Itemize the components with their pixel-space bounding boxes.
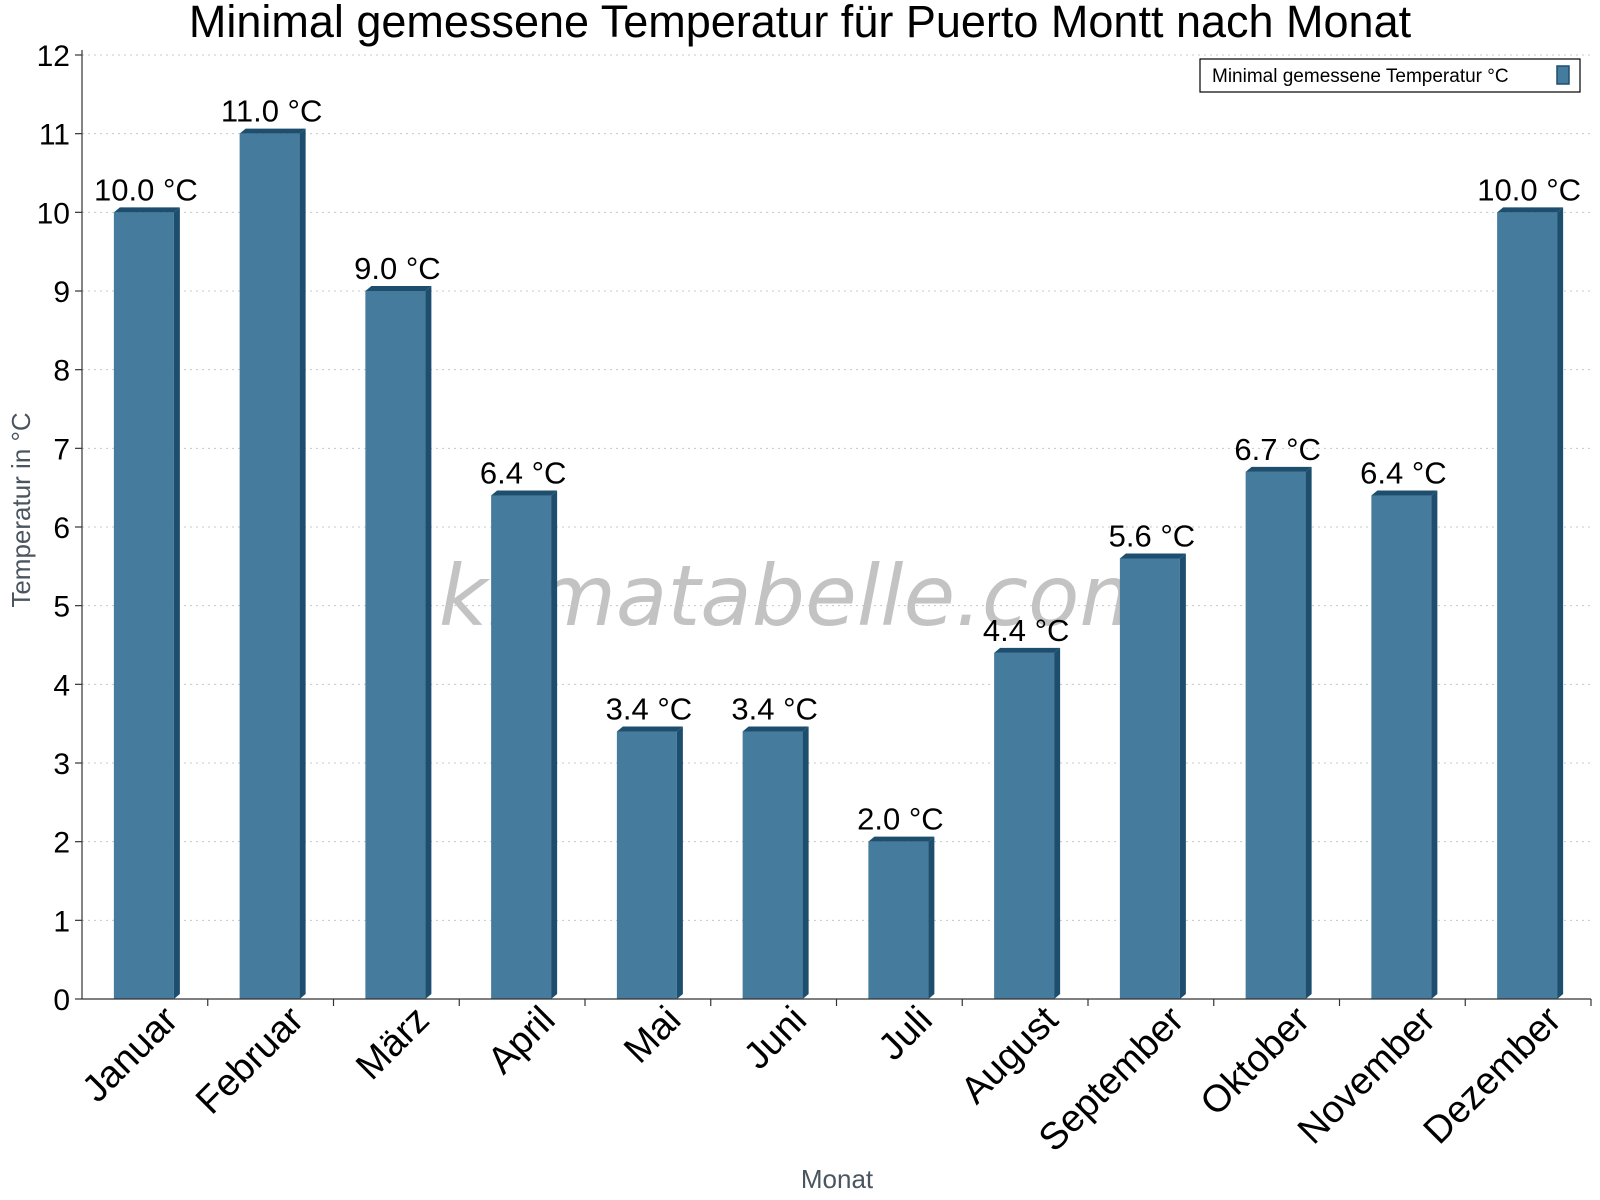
bar-side [1305,466,1312,999]
y-tick-label: 5 [53,591,70,624]
bar-face [491,495,552,999]
bar-side [551,490,558,999]
bar-face [994,652,1055,999]
x-tick-label: November [1290,998,1444,1152]
x-tick-labels: Januar Februar März April Mai Juni Juli AugustS… [74,998,1569,1159]
bar-side [928,836,935,999]
bar-top [239,128,306,134]
legend-label: Minimal gemessene Temperatur °C [1212,66,1509,87]
bar-top [491,490,558,496]
bar-februar [239,128,306,999]
bar-side [1557,207,1564,1000]
bar-top [1497,207,1564,213]
legend-box [1199,58,1581,93]
x-tick-label: Juni [736,999,815,1078]
x-tick-label: Januar [74,998,186,1110]
y-tick-label: 1 [53,905,70,938]
bar-oktober [1245,466,1312,999]
y-tick-label: 4 [53,669,70,702]
bar-face [1497,212,1558,1000]
value-label: 6.4 °C [1360,456,1447,491]
bar-top [1245,466,1312,472]
bar-face [113,212,174,1000]
y-tick-label: 12 [37,40,70,73]
bar-top [994,647,1061,653]
bar-dezember [1497,207,1564,1000]
y-tick-label: 6 [53,512,70,545]
bar-januar [113,207,180,1000]
y-axis-title: Temperatur in °C [6,412,36,607]
value-label: 10.0 °C [1477,172,1581,207]
bar-top [1371,490,1438,496]
bar-side [1179,553,1186,999]
bar-mai [616,726,683,999]
bars [113,128,1564,1000]
legend-swatch [1556,65,1570,85]
bar-märz [365,286,432,999]
bar-top [113,207,180,213]
bar-face [1119,558,1180,999]
x-tick-label: Februar [188,998,312,1122]
y-tick-label: 2 [53,827,70,860]
value-label: 3.4 °C [606,692,693,727]
x-tick-label: Mai [616,999,689,1072]
chart-title: Minimal gemessene Temperatur für Puerto … [189,0,1412,47]
bar-top [868,836,935,842]
bar-top [742,726,809,732]
bar-top [616,726,683,732]
value-label: 6.4 °C [480,456,567,491]
y-tick-label: 9 [53,276,70,309]
bar-top [1119,553,1186,559]
bar-side [1431,490,1438,999]
bar-juni [742,726,809,999]
value-label: 4.4 °C [983,613,1070,648]
bar-face [1245,471,1306,999]
axes [75,50,1592,1006]
value-label: 5.6 °C [1109,518,1196,553]
y-tick-label: 3 [53,748,70,781]
x-tick-label: August [953,998,1067,1112]
legend: Minimal gemessene Temperatur °C [1199,58,1581,93]
bar-face [1371,495,1432,999]
bar-november [1371,490,1438,999]
value-label: 10.0 °C [94,172,198,207]
bar-april [491,490,558,999]
value-label: 11.0 °C [221,94,322,129]
bar-side [299,128,306,999]
bar-side [676,726,683,999]
value-label: 2.0 °C [857,802,944,837]
bar-side [1054,647,1061,999]
x-axis-title: Monat [801,1164,874,1194]
x-tick-label: Juli [871,999,941,1069]
bar-side [802,726,809,999]
y-tick-label: 10 [37,197,70,230]
y-tick-label: 0 [53,984,70,1017]
bar-september [1119,553,1186,999]
watermark: klimatabelle.com [439,547,1162,645]
y-tick-label: 8 [53,355,70,388]
x-tick-label: Oktober [1193,998,1319,1124]
bar-face [868,841,929,999]
y-tick-label: 11 [39,119,70,152]
x-tick-label: April [480,999,563,1082]
bar-face [365,291,426,999]
bar-face [239,133,300,999]
value-label: 9.0 °C [354,251,441,286]
bar-face [742,731,803,999]
value-label: 3.4 °C [731,692,818,727]
bar-side [425,286,432,999]
bar-side [173,207,180,1000]
value-label: 6.7 °C [1234,432,1321,467]
x-tick-label: März [348,999,437,1088]
bar-juli [868,836,935,999]
value-labels: 10.0 °C 11.0 °C 9.0 °C 6.4 °C 3.4 °C 3.4 °C 2.… [94,94,1581,837]
x-tick-label: Dezember [1416,998,1570,1152]
bar-august [994,647,1061,999]
y-tick-label: 7 [53,433,70,466]
bar-top [365,286,432,291]
bar-face [616,731,677,999]
